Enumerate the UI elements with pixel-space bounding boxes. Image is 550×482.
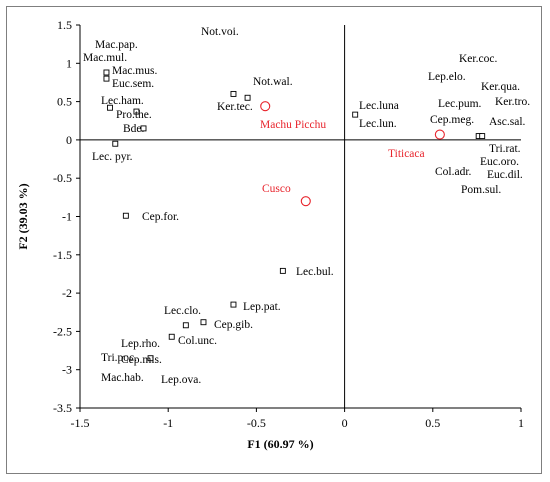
species-label: Lec.luna bbox=[359, 100, 399, 112]
species-label: Euc.dil. bbox=[487, 169, 523, 181]
species-label: Ker.tec. bbox=[217, 101, 253, 113]
species-label: Lec.bul. bbox=[296, 266, 334, 278]
species-marker bbox=[103, 75, 110, 82]
species-label: Lec.pum. bbox=[438, 98, 482, 110]
species-label: Ker.coc. bbox=[459, 53, 497, 65]
species-marker bbox=[230, 90, 237, 97]
x-tick-label: 0.5 bbox=[425, 416, 440, 430]
species-label: Bde. bbox=[123, 123, 145, 135]
species-label: Ker.tro. bbox=[495, 96, 530, 108]
x-axis-label: F1 (60.97 %) bbox=[247, 437, 313, 451]
species-label: Not.voi. bbox=[201, 26, 239, 38]
site-marker bbox=[434, 129, 445, 140]
species-label: Lep.rho. bbox=[121, 338, 160, 350]
species-label: Mac.mul. bbox=[83, 52, 127, 64]
site-marker bbox=[300, 196, 311, 207]
species-label: Lec. pyr. bbox=[92, 151, 133, 163]
species-label: Euc.oro. bbox=[480, 156, 519, 168]
species-label: Pom.sul. bbox=[461, 184, 501, 196]
species-marker bbox=[122, 212, 129, 219]
y-tick-label: 1.5 bbox=[57, 18, 72, 32]
species-marker bbox=[182, 322, 189, 329]
axes-layer: 1.510.50-0.5-1-1.5-2-2.5-3-3.5-1.5 -1 -0.5… bbox=[53, 18, 524, 430]
species-marker bbox=[133, 108, 140, 115]
species-marker bbox=[168, 333, 175, 340]
x-tick-label: -1 bbox=[163, 416, 173, 430]
y-tick-label: 0.5 bbox=[57, 95, 72, 109]
y-tick-label: 1 bbox=[66, 56, 72, 70]
y-tick-label: -0.5 bbox=[53, 171, 72, 185]
species-marker bbox=[244, 94, 251, 101]
site-marker bbox=[260, 101, 271, 112]
species-marker bbox=[230, 301, 237, 308]
y-tick-label: -1.5 bbox=[53, 248, 72, 262]
species-marker bbox=[279, 267, 286, 274]
site-label: Cusco bbox=[262, 183, 291, 195]
y-tick-label: -1 bbox=[62, 210, 72, 224]
species-marker bbox=[112, 140, 119, 147]
labels-layer: Mac.pap.Mac.mul.Mac.mus.Euc.sem. Lec.ham.… bbox=[83, 26, 530, 386]
species-label: Tri.rat. bbox=[489, 143, 521, 155]
species-label: Cep.for. bbox=[142, 211, 179, 223]
species-label: Lep.pat. bbox=[243, 301, 281, 313]
y-tick-label: 0 bbox=[66, 133, 72, 147]
species-label: Cep.mis. bbox=[121, 354, 162, 366]
site-label: Titicaca bbox=[388, 148, 425, 160]
species-marker bbox=[200, 319, 207, 326]
x-tick-label: 1 bbox=[518, 416, 524, 430]
species-label: Lep.elo. bbox=[428, 71, 466, 83]
site-label: Machu Picchu bbox=[260, 119, 326, 131]
species-label: Euc.sem. bbox=[112, 78, 154, 90]
species-marker bbox=[140, 125, 147, 132]
species-label: Asc.sal. bbox=[489, 116, 526, 128]
species-marker bbox=[479, 133, 486, 140]
y-tick-label: -2.5 bbox=[53, 324, 72, 338]
y-tick-label: -2 bbox=[62, 286, 72, 300]
species-label: Cep.meg. bbox=[430, 114, 474, 126]
y-tick-label: -3.5 bbox=[53, 401, 72, 415]
species-label: Mac.pap. bbox=[95, 39, 138, 51]
species-label: Mac.hab. bbox=[101, 372, 144, 384]
species-label: Not.wal. bbox=[253, 76, 293, 88]
species-label: Lec.ham. bbox=[101, 95, 144, 107]
species-label: Col.adr. bbox=[435, 166, 472, 178]
x-tick-label: 0 bbox=[342, 416, 348, 430]
species-marker bbox=[147, 355, 154, 362]
species-label: Mac.mus. bbox=[112, 65, 157, 77]
y-tick-label: -3 bbox=[62, 363, 72, 377]
species-label: Lec.lun. bbox=[359, 118, 397, 130]
species-label: Cep.gib. bbox=[214, 319, 253, 331]
x-tick-label: -0.5 bbox=[247, 416, 266, 430]
y-axis-label: F2 (39.03 %) bbox=[16, 183, 30, 249]
x-tick-label: -1.5 bbox=[71, 416, 90, 430]
species-label: Lep.ova. bbox=[161, 374, 201, 386]
species-label: Tri.poc. bbox=[101, 352, 137, 364]
species-label: Col.unc. bbox=[178, 335, 217, 347]
species-marker bbox=[352, 111, 359, 118]
species-marker bbox=[107, 104, 113, 111]
species-label: Ker.qua. bbox=[481, 81, 520, 93]
marks-layer bbox=[103, 69, 486, 362]
chart-frame bbox=[6, 6, 542, 474]
species-marker bbox=[103, 69, 110, 76]
species-label: Pro.the. bbox=[116, 109, 152, 121]
species-label: Lec.clo. bbox=[164, 305, 201, 317]
